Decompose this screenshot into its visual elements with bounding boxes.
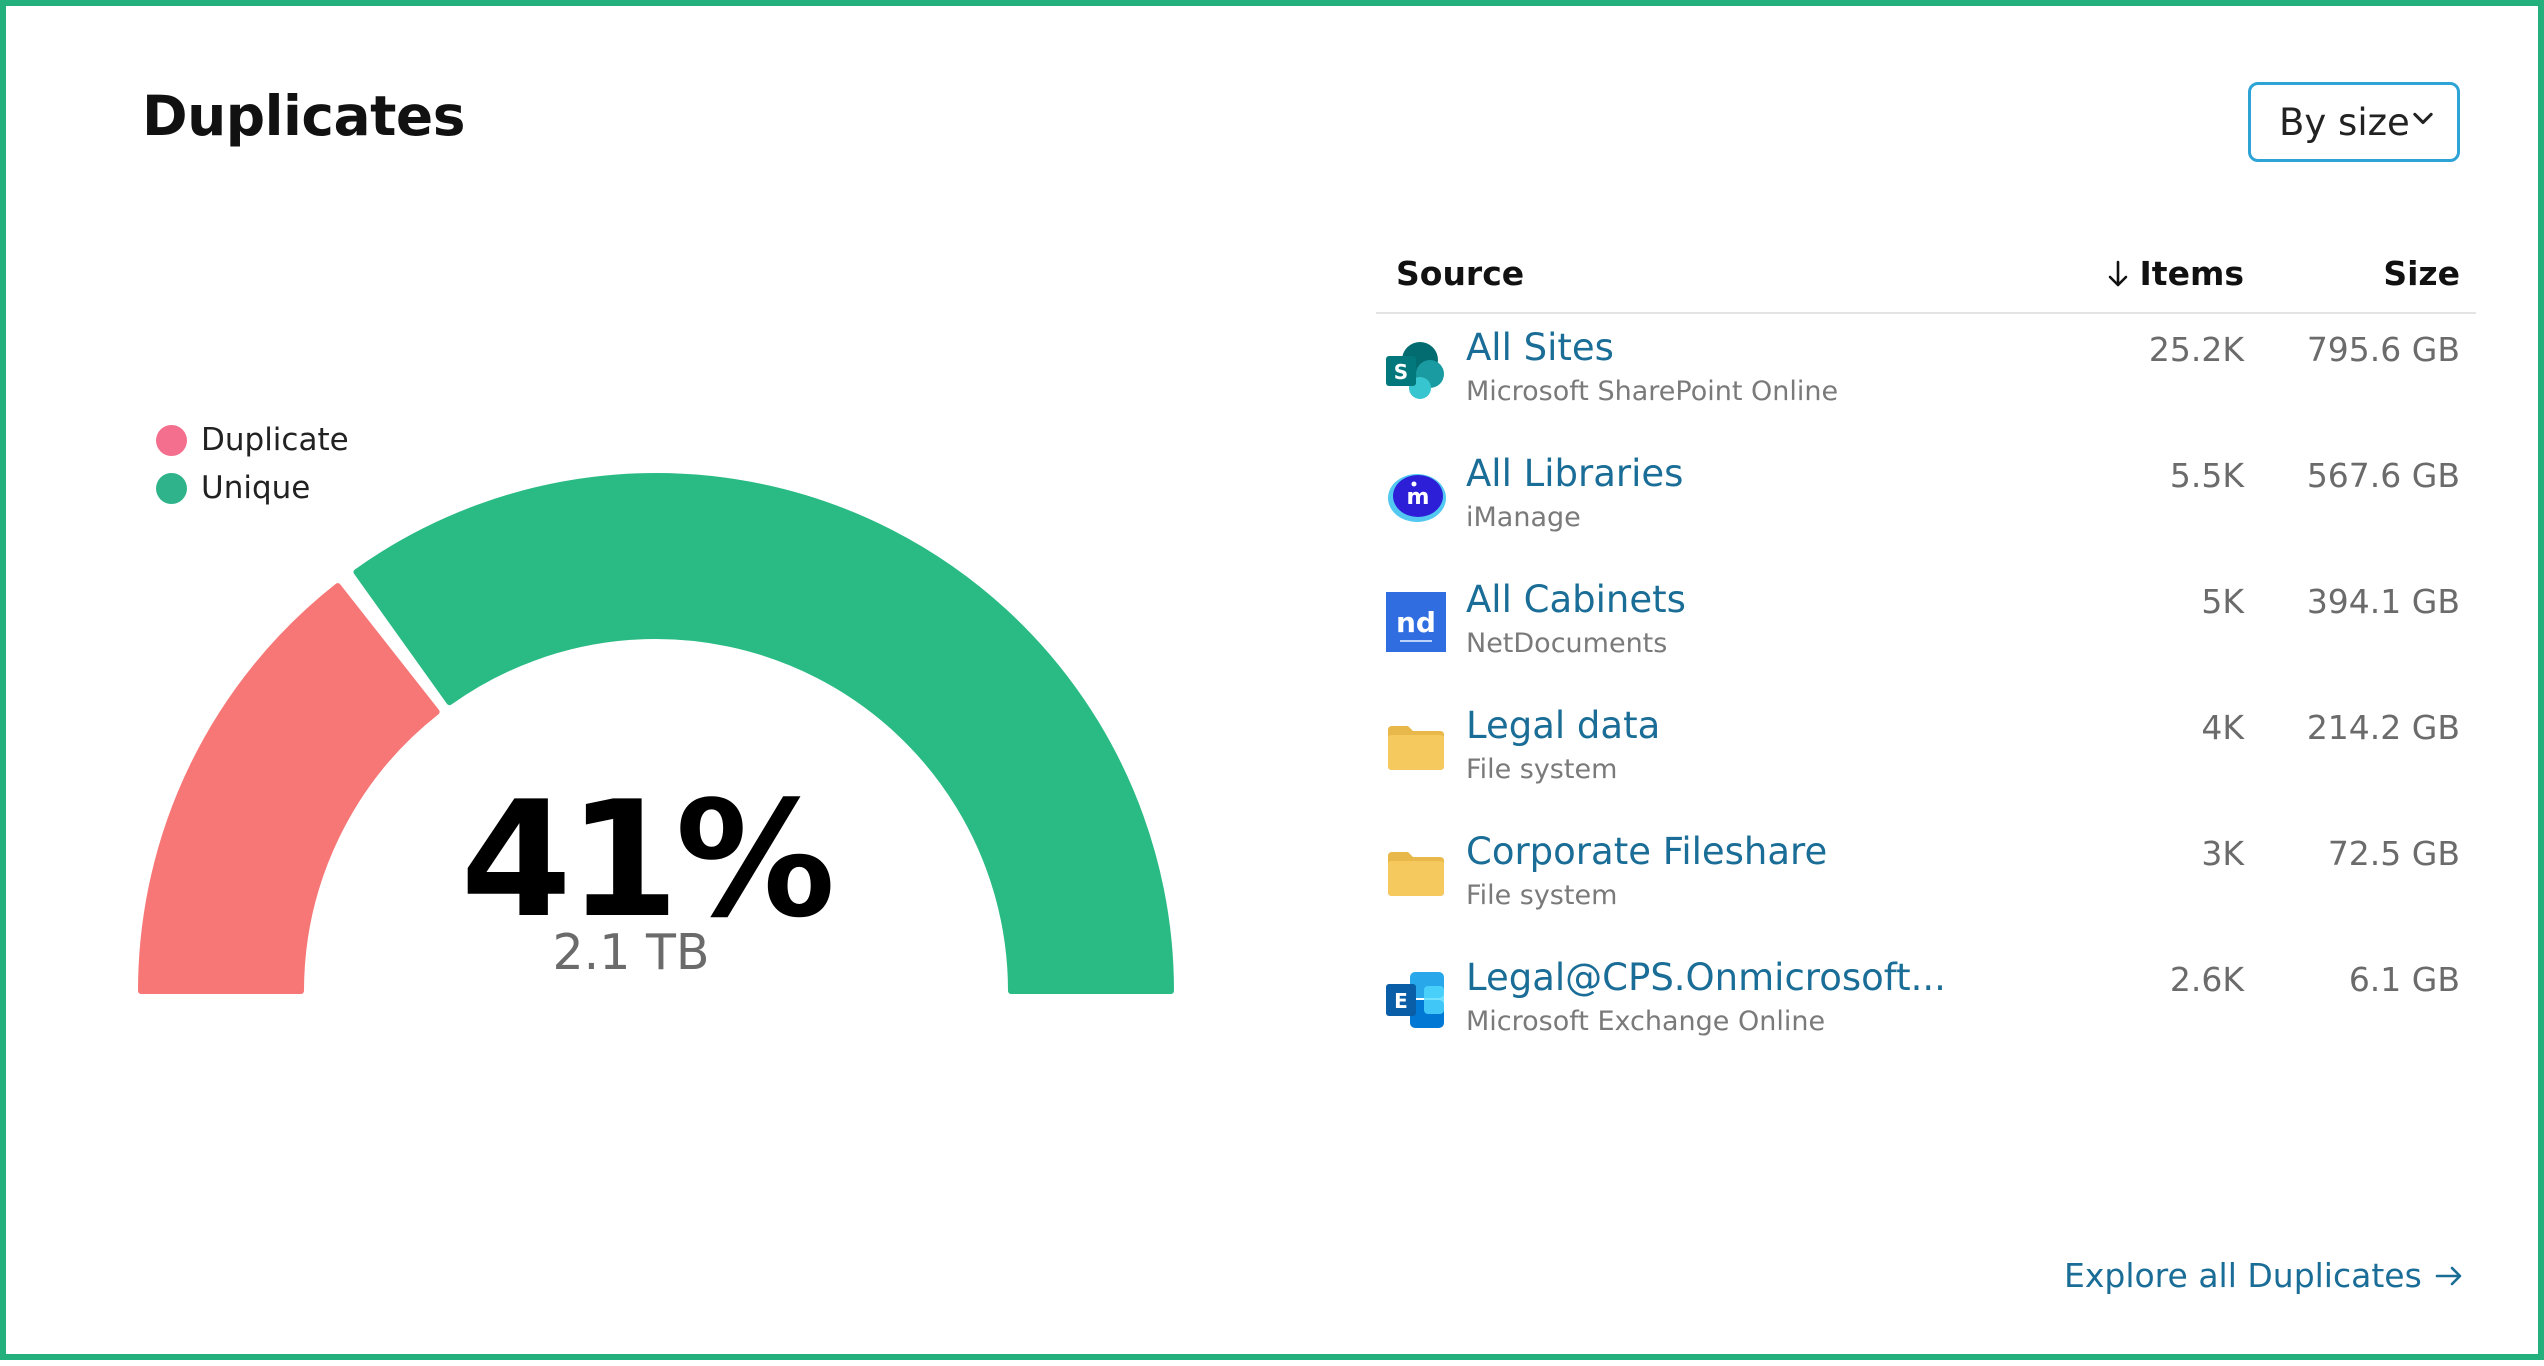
items-count: 25.2K	[2148, 330, 2244, 369]
items-count: 5.5K	[2169, 456, 2244, 495]
source-type: iManage	[1466, 502, 1581, 533]
column-header-items[interactable]: Items	[2106, 254, 2244, 293]
duplicates-gauge: 41% 2.1 TB	[6, 6, 1306, 1366]
size-value: 567.6 GB	[2306, 456, 2460, 495]
sources-table: Source Items Size S All Sites Microsoft …	[1376, 238, 2476, 1070]
sort-arrow-down-icon	[2108, 260, 2127, 286]
table-row[interactable]: E Legal@CPS.Onmicrosoft... Microsoft Exc…	[1376, 944, 2476, 1070]
source-type: NetDocuments	[1466, 628, 1668, 659]
source-type: Microsoft Exchange Online	[1466, 1006, 1826, 1037]
legend-dot-unique	[156, 472, 187, 504]
items-count: 5K	[2201, 582, 2244, 621]
legend-dot-duplicate	[156, 424, 187, 456]
svg-text:nd: nd	[1396, 606, 1436, 639]
imanage-icon: m	[1388, 474, 1446, 522]
table-row[interactable]: Legal data File system 4K 214.2 GB	[1376, 692, 2476, 818]
size-value: 214.2 GB	[2306, 708, 2460, 747]
items-count: 3K	[2201, 834, 2244, 873]
folder-icon	[1388, 726, 1444, 770]
table-row[interactable]: S All Sites Microsoft SharePoint Online …	[1376, 314, 2476, 440]
sharepoint-icon: S	[1386, 342, 1444, 399]
netdocuments-icon: nd	[1386, 592, 1446, 652]
sort-select-value: By size	[2279, 100, 2410, 144]
source-type: File system	[1466, 880, 1618, 911]
legend-label-duplicate: Duplicate	[201, 422, 349, 458]
legend-item-duplicate[interactable]: Duplicate	[156, 416, 349, 464]
column-header-items-label: Items	[2139, 254, 2244, 293]
table-header: Source Items Size	[1376, 238, 2476, 314]
table-row[interactable]: nd All Cabinets NetDocuments 5K 394.1 GB	[1376, 566, 2476, 692]
explore-label: Explore all Duplicates	[2064, 1256, 2422, 1295]
legend-item-unique[interactable]: Unique	[156, 464, 349, 512]
sort-select[interactable]: By size	[2248, 82, 2460, 162]
source-link[interactable]: All Sites	[1466, 326, 1614, 369]
source-link[interactable]: Legal data	[1466, 704, 1661, 747]
size-value: 795.6 GB	[2306, 330, 2460, 369]
gauge-percent: 41%	[460, 766, 836, 953]
table-row[interactable]: m All Libraries iManage 5.5K 567.6 GB	[1376, 440, 2476, 566]
source-type: File system	[1466, 754, 1618, 785]
folder-icon	[1388, 852, 1444, 896]
gauge-size: 2.1 TB	[552, 924, 710, 981]
table-row[interactable]: Corporate Fileshare File system 3K 72.5 …	[1376, 818, 2476, 944]
legend-label-unique: Unique	[201, 470, 311, 506]
items-count: 4K	[2201, 708, 2244, 747]
svg-text:S: S	[1394, 360, 1408, 384]
source-link[interactable]: Corporate Fileshare	[1466, 830, 1828, 873]
source-link[interactable]: All Cabinets	[1466, 578, 1686, 621]
source-type: Microsoft SharePoint Online	[1466, 376, 1839, 407]
arrow-right-icon	[2435, 1266, 2462, 1285]
svg-text:m: m	[1407, 485, 1430, 510]
svg-text:E: E	[1394, 989, 1408, 1013]
size-value: 6.1 GB	[2348, 960, 2460, 999]
source-link[interactable]: All Libraries	[1466, 452, 1684, 495]
column-header-source[interactable]: Source	[1396, 254, 1525, 293]
size-value: 72.5 GB	[2327, 834, 2460, 873]
size-value: 394.1 GB	[2306, 582, 2460, 621]
gauge-arc-duplicate[interactable]	[138, 583, 440, 994]
gauge-arc-unique[interactable]	[353, 473, 1174, 994]
column-header-size[interactable]: Size	[2383, 254, 2460, 293]
explore-all-duplicates-link[interactable]: Explore all Duplicates	[2064, 1256, 2464, 1295]
exchange-icon: E	[1386, 972, 1444, 1028]
source-link[interactable]: Legal@CPS.Onmicrosoft...	[1466, 956, 1946, 999]
chart-legend: Duplicate Unique	[156, 416, 349, 512]
gauge-svg	[138, 473, 1174, 994]
items-count: 2.6K	[2169, 960, 2244, 999]
chevron-down-icon	[2413, 112, 2433, 125]
page-title: Duplicates	[142, 84, 465, 148]
